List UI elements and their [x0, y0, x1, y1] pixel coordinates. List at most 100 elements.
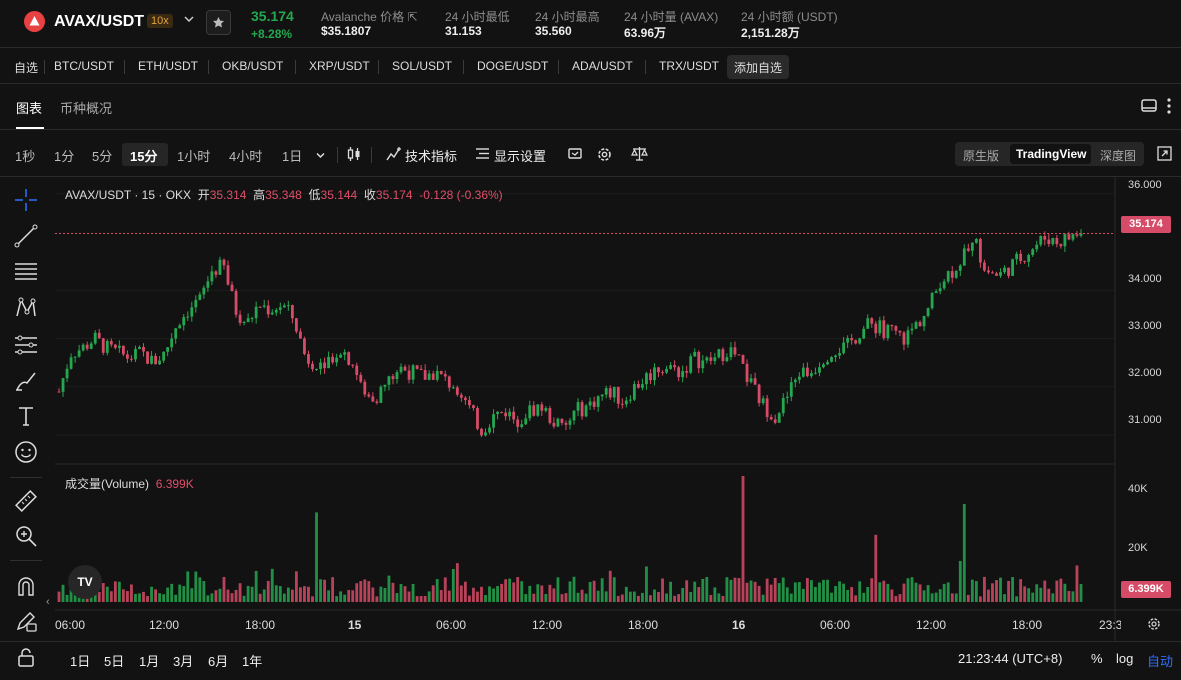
auto-scale-toggle[interactable]: 自动	[1147, 654, 1174, 669]
candle-body	[73, 356, 77, 358]
volume-bar	[572, 576, 576, 602]
tradingview-logo-icon[interactable]: TV	[68, 565, 102, 599]
symbol-label[interactable]: AVAX/USDT · 15 · OKX	[65, 188, 192, 202]
scale-balance-icon[interactable]	[631, 146, 648, 167]
volume-bar	[1063, 583, 1067, 602]
chart-template-icon[interactable]	[567, 146, 583, 167]
divider	[463, 60, 464, 74]
volume-bar	[858, 581, 862, 602]
volume-bar	[419, 596, 423, 602]
candle-body	[89, 343, 93, 349]
version-tradingview[interactable]: TradingView	[1016, 147, 1087, 161]
range-5d[interactable]: 5日	[104, 654, 125, 669]
candle-body	[757, 384, 761, 404]
version-native[interactable]: 原生版	[963, 149, 1000, 163]
candle-body	[250, 318, 254, 320]
timeframe-4h[interactable]: 4小时	[229, 149, 263, 164]
volume-bar	[729, 579, 733, 602]
volume-bar	[974, 581, 978, 602]
watchlist-item[interactable]: TRX/USDT	[659, 59, 719, 73]
indicators-icon[interactable]	[386, 146, 402, 167]
range-1y[interactable]: 1年	[242, 654, 263, 669]
watchlist-item[interactable]: SOL/USDT	[392, 59, 453, 73]
watchlist-item[interactable]: OKB/USDT	[222, 59, 284, 73]
layout-icon[interactable]	[1141, 99, 1157, 118]
candle-body	[1063, 234, 1067, 247]
version-depth[interactable]: 深度图	[1100, 149, 1137, 163]
last-price: 35.174	[251, 8, 294, 24]
candle-body	[315, 369, 318, 371]
log-toggle[interactable]: log	[1116, 651, 1134, 666]
watchlist-item[interactable]: DOGE/USDT	[477, 59, 549, 73]
chevron-down-icon[interactable]	[183, 13, 195, 28]
percent-toggle[interactable]: %	[1091, 651, 1103, 666]
divider	[208, 60, 209, 74]
candle-body	[737, 354, 741, 356]
watchlist-label[interactable]: 自选	[14, 61, 39, 75]
candle-body	[206, 281, 210, 288]
range-6m[interactable]: 6月	[208, 654, 229, 669]
chart-grid	[55, 193, 1115, 436]
stat-label[interactable]: Avalanche 价格 ⇱	[321, 10, 418, 24]
chart-settings-gear-icon[interactable]	[1146, 616, 1162, 637]
candle-body	[1015, 253, 1019, 260]
volume-bar	[890, 589, 894, 602]
candle-body	[882, 320, 886, 339]
trend-line-icon[interactable]	[13, 224, 39, 250]
emoji-icon[interactable]	[13, 440, 39, 466]
gear-icon[interactable]	[596, 146, 613, 168]
volume-bar	[600, 578, 604, 602]
brush-icon[interactable]	[13, 369, 39, 395]
watchlist-item[interactable]: XRP/USDT	[309, 59, 370, 73]
timeframe-1d[interactable]: 1日	[282, 149, 303, 164]
magnet-icon[interactable]	[13, 574, 39, 600]
range-1d[interactable]: 1日	[70, 654, 91, 669]
tab-chart[interactable]: 图表	[16, 101, 43, 116]
favorite-star-button[interactable]	[206, 10, 231, 35]
crosshair-icon[interactable]	[13, 188, 39, 214]
range-1m[interactable]: 1月	[139, 654, 160, 669]
candle-body	[331, 356, 335, 363]
clock[interactable]: 21:23:44 (UTC+8)	[958, 651, 1063, 666]
collapse-toolbar-icon[interactable]: ‹	[46, 596, 50, 608]
lock-icon[interactable]	[13, 645, 39, 671]
volume-bar	[65, 594, 69, 602]
candle-body	[226, 265, 230, 285]
tab-coin-overview[interactable]: 币种概况	[60, 101, 113, 116]
measure-projection-icon[interactable]	[13, 333, 39, 359]
volume-bar	[878, 582, 882, 602]
candle-body	[649, 373, 652, 381]
indicators-button[interactable]: 技术指标	[405, 149, 458, 164]
fullscreen-icon[interactable]	[1157, 146, 1172, 166]
display-settings-button[interactable]: 显示设置	[494, 149, 547, 164]
add-watchlist-button[interactable]: 添加自选	[734, 61, 783, 75]
timeframe-5m[interactable]: 5分	[92, 149, 113, 164]
timeframe-1m[interactable]: 1分	[54, 149, 75, 164]
watchlist-item[interactable]: BTC/USDT	[54, 59, 114, 73]
watchlist-item[interactable]: ADA/USDT	[572, 59, 633, 73]
candle-type-icon[interactable]	[347, 146, 361, 167]
more-menu-icon[interactable]	[1167, 98, 1171, 119]
volume-bar	[174, 594, 178, 602]
volume-bar	[323, 579, 326, 602]
fib-lines-icon[interactable]	[13, 259, 39, 285]
y-tick: 32.000	[1128, 367, 1162, 379]
timeframe-more-chevron-icon[interactable]	[315, 148, 326, 166]
candle-body	[910, 328, 914, 331]
pair-title[interactable]: AVAX/USDT	[54, 13, 145, 30]
volume-bar	[439, 590, 443, 602]
timeframe-15m[interactable]: 15分	[130, 149, 158, 164]
candle-body	[842, 342, 846, 354]
timeframe-1h[interactable]: 1小时	[177, 149, 211, 164]
lock-drawing-pencil-icon[interactable]	[13, 609, 39, 635]
range-3m[interactable]: 3月	[173, 654, 194, 669]
pattern-icon[interactable]	[13, 296, 39, 322]
display-settings-icon[interactable]	[475, 146, 490, 166]
candlestick-chart[interactable]	[55, 176, 1181, 641]
ruler-icon[interactable]	[13, 489, 39, 515]
zoom-in-icon[interactable]	[13, 524, 39, 550]
timeframe-1s[interactable]: 1秒	[15, 149, 36, 164]
text-tool-icon[interactable]	[13, 404, 39, 430]
watchlist-item[interactable]: ETH/USDT	[138, 59, 198, 73]
candle-body	[1067, 234, 1071, 240]
